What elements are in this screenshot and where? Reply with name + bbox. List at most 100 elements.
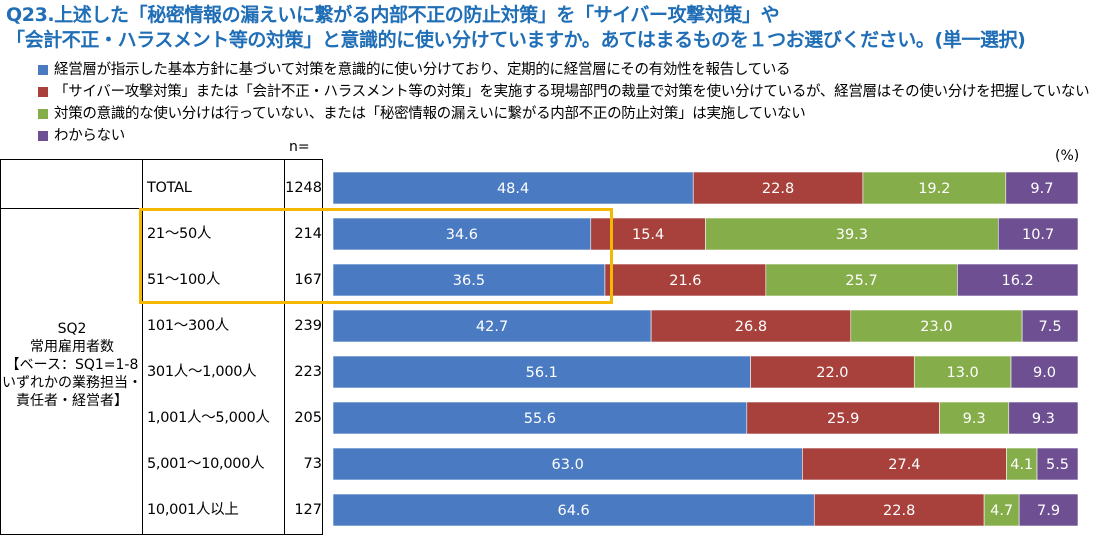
bar-value-label: 9.3 [963,411,986,427]
bar-value-label: 25.9 [827,411,859,427]
legend-swatch-1 [38,65,48,75]
row-label: TOTAL [147,180,192,196]
row-n-value: 1248 [285,180,322,196]
bar-value-label: 39.3 [836,227,868,243]
row-label: 101～300人 [147,318,229,334]
bar-segment [802,447,1007,481]
bar-value-label: 19.2 [918,181,950,197]
bar-value-label: 48.4 [497,181,529,197]
bar-segment [332,263,606,297]
row-n-value: 223 [294,364,322,380]
bar-value-label: 4.1 [1010,457,1033,473]
bar-segment [590,217,706,251]
bar-segment [1008,401,1079,435]
bar-segment [332,447,803,481]
table-right-border [322,159,323,535]
bar-segment [332,355,751,389]
bar-value-label: 25.7 [845,273,877,289]
bar-value-label: 7.5 [1039,319,1062,335]
row-label: 5,001～10,000人 [147,456,265,472]
bar-segment [746,401,940,435]
bar-segment [813,493,985,527]
unit-label: (%) [1055,148,1080,164]
group-label-line-2: 常用雇用者数 [30,339,114,355]
group-label-line-1: SQ2 [57,321,87,337]
chart-title-line-1: Q23.上述した「秘密情報の漏えいに繋がる内部不正の防止対策」を「サイバー攻撃対… [6,4,780,26]
bar-value-label: 9.3 [1032,411,1055,427]
row-label: 10,001人以上 [147,502,239,518]
bar-segment [1036,447,1079,481]
bar-value-label: 15.4 [632,227,664,243]
bar-segment [604,263,767,297]
bar-segment [332,171,694,205]
bar-value-label: 9.0 [1033,365,1056,381]
bar-segment [939,401,1010,435]
bar-segment [957,263,1079,297]
row-n-value: 205 [294,410,322,426]
row-label: 51～100人 [147,272,221,288]
row-label: 1,001人～5,000人 [147,410,270,426]
bar-segment [692,171,864,205]
legend-swatch-2 [38,87,48,97]
bar-value-label: 56.1 [526,365,558,381]
legend-label-3: 対策の意識的な使い分けは行っていない、または「秘密情報の漏えいに繋がる内部不正の… [54,106,806,122]
bar-value-label: 10.7 [1022,227,1054,243]
table-bottom-border [0,534,322,535]
bar-value-label: 9.7 [1030,181,1053,197]
bar-segment [1006,447,1038,481]
bar-value-label: 63.0 [552,457,584,473]
bar-value-label: 26.8 [735,319,767,335]
bar-segment [1010,355,1079,389]
table-top-border [0,159,322,160]
group-label: SQ2 常用雇用者数 【ベース：SQ1=1-8 いずれかの業務担当・ 責任者・経… [2,320,142,410]
legend-swatch-3 [38,109,48,119]
row-n-value: 239 [294,318,322,334]
row-n-value: 167 [294,272,322,288]
legend-label-4: わからない [54,128,125,144]
bar-value-label: 16.2 [1002,273,1034,289]
bar-segment [997,217,1079,251]
row-n-value: 73 [303,456,322,472]
legend-swatch-4 [38,131,48,141]
group-label-line-4: いずれかの業務担当・ [2,375,142,391]
bar-segment [1018,493,1079,527]
bar-segment [913,355,1012,389]
bar-value-label: 42.7 [476,319,508,335]
table-group-divider [142,159,143,535]
table-n-divider [284,159,285,535]
bar-value-label: 55.6 [524,411,556,427]
bar-value-label: 5.5 [1046,457,1069,473]
bar-segment [850,309,1023,343]
bar-value-label: 36.5 [453,273,485,289]
bar-value-label: 27.4 [888,457,920,473]
legend-label-2: 「サイバー攻撃対策」または「会計不正・ハラスメント等の対策」を実施する現場部門の… [54,84,1090,100]
row-n-value: 127 [294,502,322,518]
bar-segment [1005,171,1079,205]
bar-value-label: 22.0 [816,365,848,381]
chart-title: Q23.上述した「秘密情報の漏えいに繋がる内部不正の防止対策」を「サイバー攻撃対… [6,3,1101,53]
bar-value-label: 21.6 [669,273,701,289]
group-label-line-3: 【ベース：SQ1=1-8 [5,357,139,373]
bar-segment [983,493,1020,527]
bar-segment [332,309,652,343]
bar-segment [862,171,1007,205]
bar-segment [765,263,958,297]
bar-segment [1021,309,1079,343]
bar-value-label: 23.0 [920,319,952,335]
bar-value-label: 22.8 [883,503,915,519]
bar-segment [332,493,815,527]
legend-label-1: 経営層が指示した基本方針に基づいて対策を意識的に使い分けており、定期的に経営層に… [54,62,791,78]
row-n-value: 214 [294,226,322,242]
chart-title-line-2: 「会計不正・ハラスメント等の対策」と意識的に使い分けていますか。あてはまるものを… [6,29,1026,51]
table-left-border [0,159,1,535]
bar-segment [705,217,999,251]
bar-segment [332,217,592,251]
n-column-header: n= [289,139,310,155]
row-label: 21～50人 [147,226,212,242]
bar-value-label: 13.0 [946,365,978,381]
bar-value-label: 22.8 [762,181,794,197]
bar-value-label: 4.7 [990,503,1013,519]
group-label-line-5: 責任者・経営者】 [16,393,128,409]
row-label: 301人～1,000人 [147,364,257,380]
